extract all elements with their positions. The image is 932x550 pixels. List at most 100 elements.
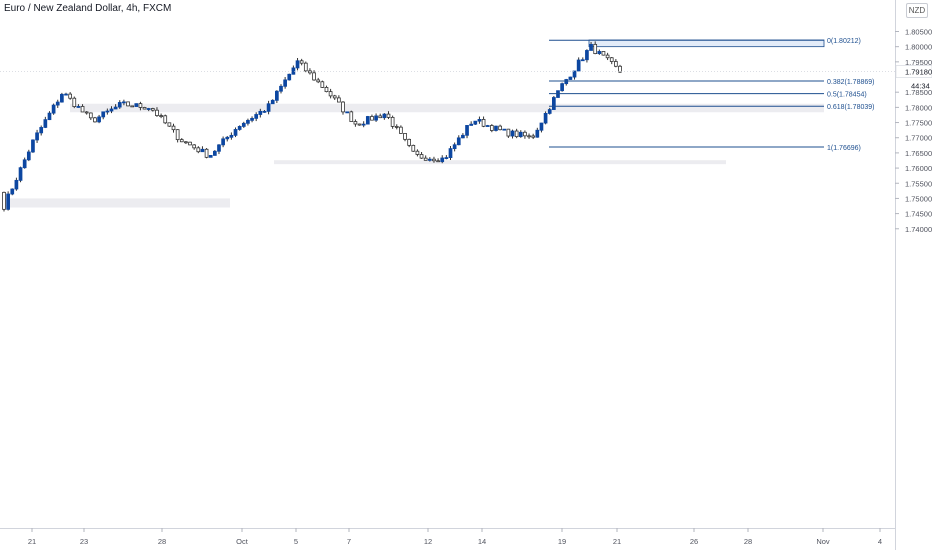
candle: [531, 135, 536, 138]
price-tick-label: 1.78500: [905, 88, 932, 97]
candle: [365, 116, 370, 125]
candle: [448, 148, 453, 158]
candle: [35, 132, 39, 141]
candle: [316, 79, 321, 83]
candle: [456, 137, 461, 146]
candle: [72, 97, 77, 107]
candle: [382, 113, 387, 119]
candle: [465, 125, 469, 136]
time-tick-label: 26: [690, 537, 698, 546]
candle: [618, 65, 622, 73]
candle: [407, 138, 412, 146]
candle: [585, 50, 589, 61]
last-price-label: 1.79180: [905, 68, 932, 77]
candle: [411, 144, 416, 152]
candle: [510, 130, 515, 137]
candle: [167, 122, 172, 127]
candle: [254, 114, 259, 119]
fib-label: 0.618(1.78039): [827, 104, 874, 111]
candle: [39, 127, 44, 134]
candle: [332, 95, 337, 99]
candle: [564, 79, 569, 85]
candle: [246, 119, 250, 124]
candle: [415, 150, 420, 155]
candle: [93, 117, 97, 123]
candle: [225, 136, 230, 140]
price-tick-label: 1.80000: [905, 43, 932, 52]
fib-label: 0.5(1.78454): [827, 92, 867, 99]
candle: [452, 144, 457, 150]
candle: [130, 105, 135, 108]
candle: [200, 148, 205, 153]
candle: [514, 130, 519, 138]
candle: [436, 160, 440, 163]
candle: [179, 139, 184, 143]
candle: [126, 101, 130, 107]
candle: [560, 83, 564, 92]
time-tick-label: Nov: [816, 537, 830, 546]
candle: [419, 154, 424, 159]
candle: [353, 121, 358, 125]
candle: [196, 147, 201, 153]
candle: [184, 141, 188, 144]
candle: [345, 111, 349, 114]
candle: [328, 91, 333, 97]
candle: [568, 76, 573, 80]
candle: [150, 108, 155, 111]
candle: [481, 119, 486, 127]
fib-label: 0.382(1.78869): [827, 79, 874, 86]
candle: [593, 43, 598, 55]
candle: [233, 129, 238, 136]
candle: [262, 110, 267, 113]
candle: [370, 116, 374, 121]
candle: [51, 104, 56, 114]
candle: [109, 108, 114, 112]
candle: [138, 103, 143, 108]
candle: [60, 93, 64, 103]
last-price-badge: [895, 65, 932, 78]
candle: [80, 106, 85, 113]
price-tick-label: 1.76500: [905, 149, 932, 158]
candle: [432, 158, 436, 162]
candle: [2, 191, 6, 210]
time-tick-label: 28: [158, 537, 166, 546]
candle: [208, 155, 213, 158]
candle: [155, 109, 159, 116]
currency-badge[interactable]: NZD: [906, 3, 928, 18]
candle: [204, 148, 209, 158]
time-tick-label: 19: [558, 537, 566, 546]
fib-label: 0(1.80212): [827, 38, 861, 45]
candle: [84, 111, 89, 114]
price-tick-label: 1.78000: [905, 103, 932, 112]
candle: [444, 157, 449, 159]
candle: [122, 101, 126, 104]
candle: [572, 70, 577, 78]
candle: [543, 113, 548, 124]
candle: [527, 135, 531, 138]
candle: [6, 193, 10, 210]
time-tick-label: 12: [424, 537, 432, 546]
candle: [614, 61, 618, 67]
candle: [14, 179, 19, 190]
candle: [320, 81, 325, 88]
candle: [18, 167, 23, 181]
symbol-title: Euro / New Zealand Dollar, 4h, FXCM: [4, 3, 172, 14]
bar-countdown-label: 44:34: [911, 82, 930, 91]
candle: [47, 112, 52, 121]
candle: [22, 159, 27, 169]
candle: [494, 125, 498, 131]
candle: [386, 113, 391, 118]
candle: [283, 79, 287, 87]
candle: [390, 116, 395, 127]
candle: [43, 119, 48, 128]
candle: [241, 122, 246, 127]
price-tick-label: 1.74000: [905, 225, 932, 234]
candle: [266, 103, 271, 112]
candle: [97, 116, 101, 123]
time-tick-label: 7: [347, 537, 351, 546]
candle: [291, 67, 296, 75]
candle: [605, 54, 610, 59]
candle: [539, 122, 544, 131]
candle: [299, 60, 304, 64]
